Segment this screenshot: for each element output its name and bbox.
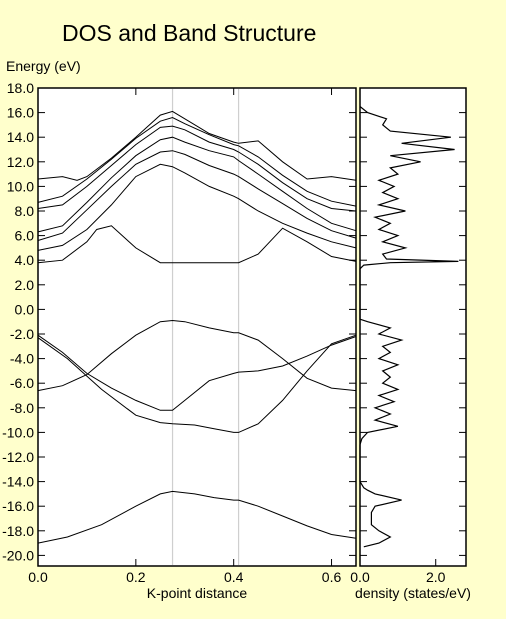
y-tick-label-0: 18.0	[7, 80, 34, 96]
band-line-8	[37, 125, 357, 212]
y-tick-label-11: -4.0	[10, 351, 34, 367]
dos-plot-frame	[359, 87, 467, 567]
y-tick-label-1: 16.0	[7, 105, 34, 121]
dos-x-axis-label: density (states/eV)	[355, 585, 471, 601]
y-axis-ticks: 18.0 16.0 14.0 12.0 10.0 8.0 6.0 4.0 2.0 0.0 -2.0 -…	[2, 80, 466, 563]
band-line-1	[37, 334, 357, 433]
y-tick-label-8: 2.0	[15, 277, 35, 293]
y-tick-label-2: 14.0	[7, 129, 34, 145]
dos-x-tick-label-0: 0.0	[350, 569, 370, 585]
band-line-3	[37, 319, 357, 392]
band-line-6	[37, 150, 357, 241]
x-tick-label-0: 0.0	[28, 569, 48, 585]
band-line-5	[37, 163, 357, 251]
y-tick-label-19: -20.0	[2, 547, 34, 563]
y-tick-label-12: -6.0	[10, 375, 34, 391]
y-tick-label-16: -14.0	[2, 474, 34, 490]
y-tick-label-4: 10.0	[7, 178, 34, 194]
y-tick-label-5: 8.0	[15, 203, 35, 219]
y-tick-label-10: -2.0	[10, 326, 34, 342]
high-symmetry-lines	[171, 89, 240, 565]
x-tick-label-3: 0.6	[322, 569, 342, 585]
band-line-2	[37, 334, 357, 411]
x-axis-ticks: 0.0 0.2 0.4 0.6	[28, 88, 341, 585]
y-tick-label-13: -8.0	[10, 400, 34, 416]
band-line-7	[37, 136, 357, 233]
dos-curve	[359, 106, 459, 548]
dos-x-axis-ticks: 0.0 2.0	[350, 559, 446, 585]
band-line-4	[37, 225, 357, 264]
band-line-9	[37, 116, 357, 207]
y-tick-label-14: -10.0	[2, 424, 34, 440]
band-line-0	[37, 490, 357, 544]
y-tick-label-17: -16.0	[2, 498, 34, 514]
band-lines	[37, 110, 357, 544]
y-tick-label-3: 12.0	[7, 154, 34, 170]
y-tick-label-7: 4.0	[15, 252, 35, 268]
x-axis-label: K-point distance	[147, 585, 248, 601]
y-axis-label: Energy (eV)	[6, 58, 81, 74]
dos-x-tick-label-1: 2.0	[426, 569, 446, 585]
band-plot-frame	[37, 87, 357, 567]
x-tick-label-2: 0.4	[224, 569, 244, 585]
y-tick-label-9: 0.0	[15, 301, 35, 317]
x-tick-label-1: 0.2	[126, 569, 146, 585]
y-tick-label-6: 6.0	[15, 228, 35, 244]
y-tick-label-15: -12.0	[2, 449, 34, 465]
y-tick-label-18: -18.0	[2, 523, 34, 539]
chart-title: DOS and Band Structure	[62, 20, 316, 46]
band-line-10	[37, 110, 357, 181]
dos-curve-group	[359, 106, 459, 548]
